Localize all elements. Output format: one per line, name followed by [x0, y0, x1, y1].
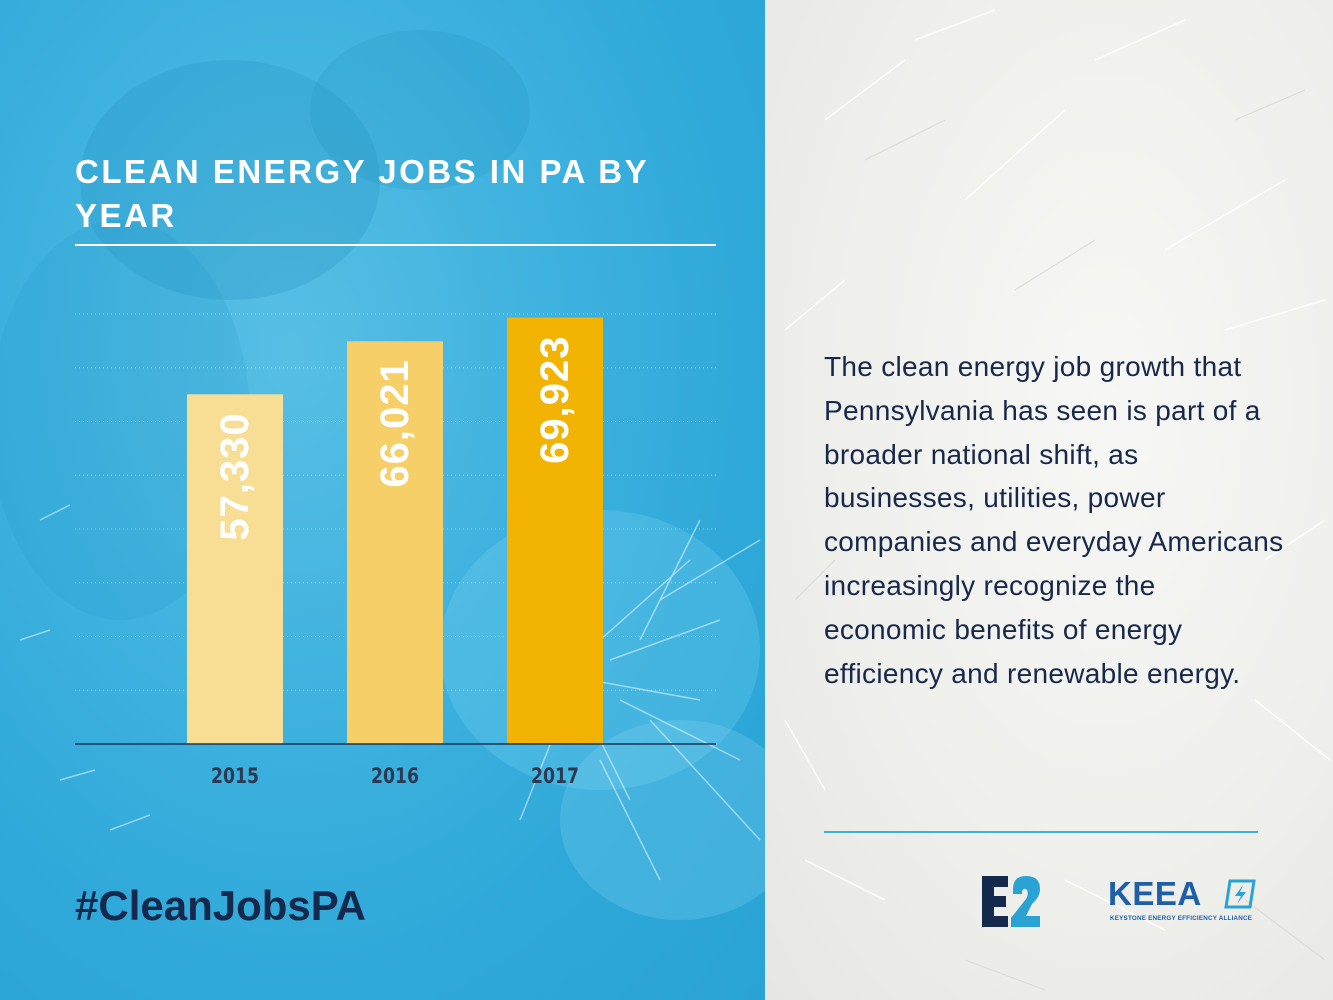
bar-value-label: 57,330	[213, 412, 257, 540]
keea-wordmark: KEEA	[1108, 875, 1202, 912]
right-panel	[765, 0, 1333, 1000]
e2-logo	[982, 876, 1040, 927]
bar-value-label: 69,923	[533, 336, 577, 464]
hashtag: #CleanJobsPA	[75, 882, 366, 929]
bar-chart: 57,330 66,021 69,923 2015 2016 2017	[75, 313, 716, 788]
lightning-bolt-icon	[1224, 879, 1256, 909]
right-divider	[824, 831, 1258, 833]
left-panel: CLEAN ENERGY JOBS IN PA BY YEAR 57,330 66…	[0, 0, 765, 1000]
description-paragraph: The clean energy job growth that Pennsyl…	[824, 351, 1284, 689]
bar-value-label: 66,021	[373, 359, 417, 487]
chart-x-tick-labels: 2015 2016 2017	[211, 763, 579, 788]
sparks-background	[784, 9, 1331, 991]
keea-logo: KEEA KEYSTONE ENERGY EFFICIENCY ALLIANCE	[1108, 875, 1260, 929]
chart-title: CLEAN ENERGY JOBS IN PA BY YEAR	[75, 153, 649, 234]
title-divider	[75, 244, 716, 246]
x-tick-label: 2017	[531, 763, 579, 788]
bar-2016	[347, 341, 443, 744]
bar-2015	[187, 394, 283, 744]
chart-bars: 57,330 66,021 69,923	[187, 317, 603, 744]
bar-2017	[507, 317, 603, 744]
x-tick-label: 2016	[371, 763, 419, 788]
x-tick-label: 2015	[211, 763, 259, 788]
keea-tagline: KEYSTONE ENERGY EFFICIENCY ALLIANCE	[1110, 915, 1253, 922]
